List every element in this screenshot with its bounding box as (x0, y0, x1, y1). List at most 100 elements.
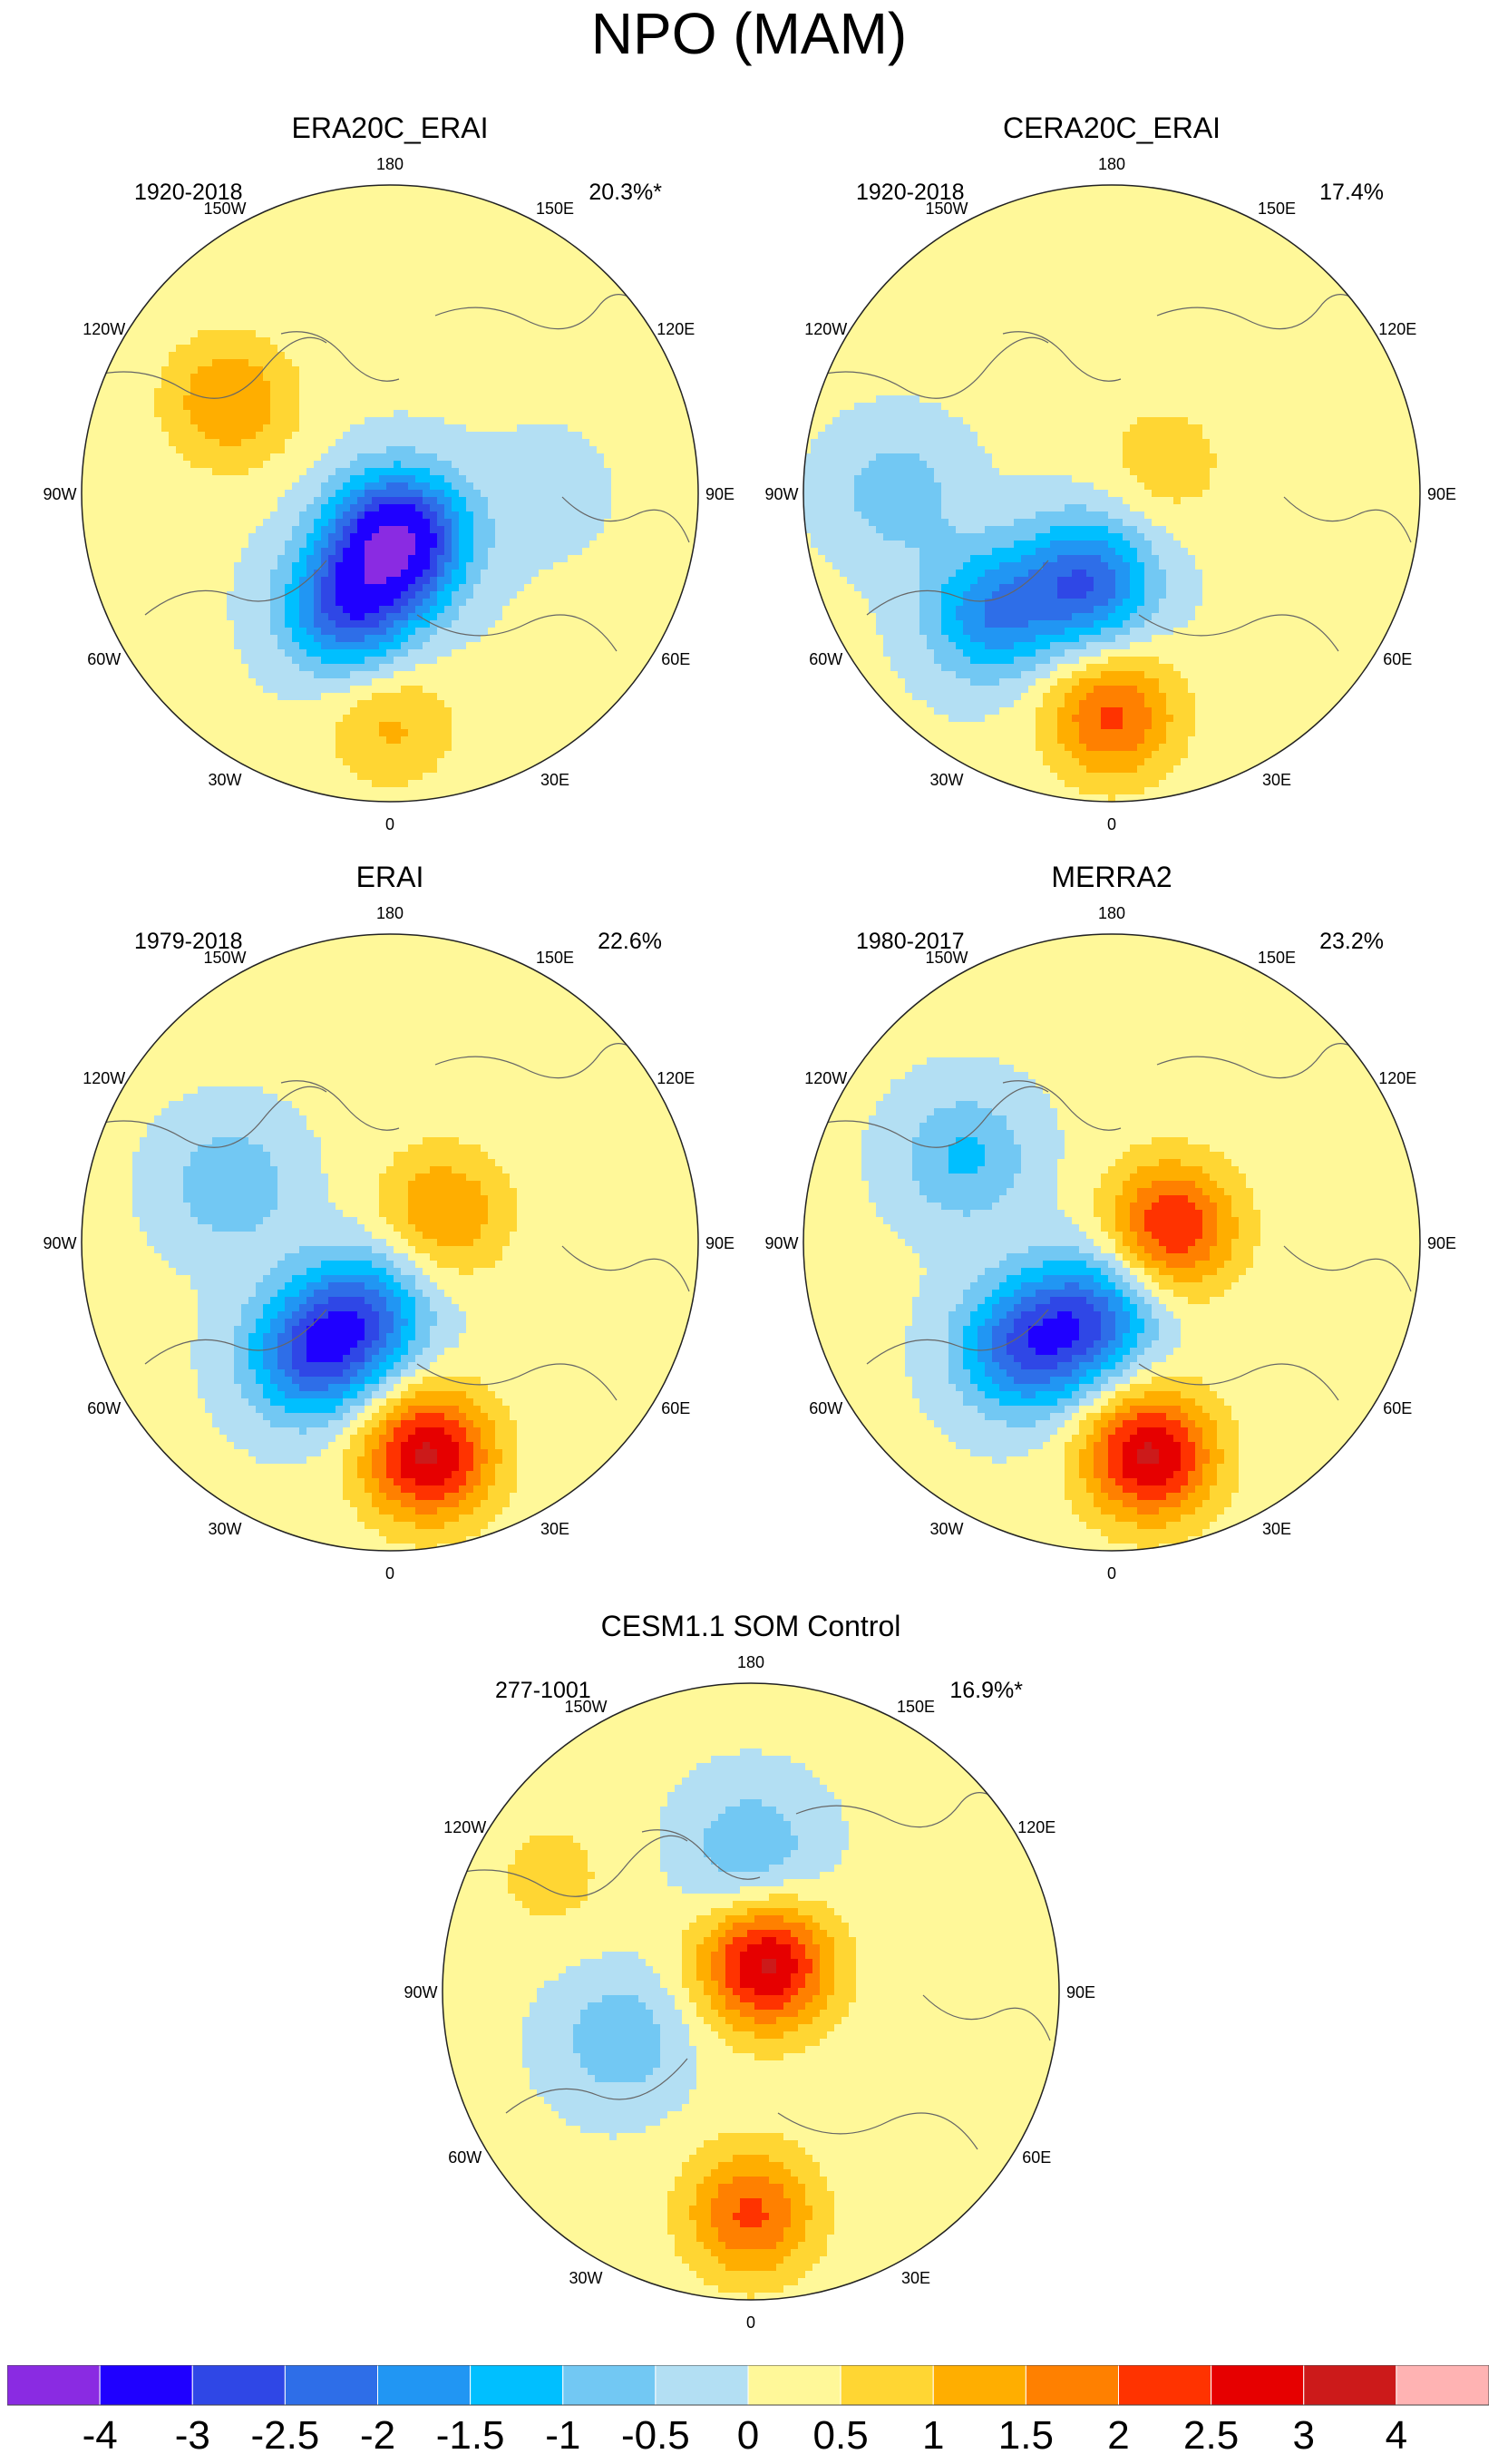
field-cell (169, 345, 177, 353)
field-cell (154, 482, 162, 491)
field-cell (270, 584, 278, 592)
field-cell (394, 577, 402, 585)
field-cell (350, 337, 358, 346)
field-cell (372, 221, 380, 229)
field-cell (270, 599, 278, 607)
field-cell (372, 461, 380, 469)
field-cell (321, 482, 329, 491)
field-cell (640, 519, 648, 527)
field-cell (219, 374, 228, 382)
field-cell (408, 599, 416, 607)
field-cell (365, 432, 373, 440)
field-cell (408, 461, 416, 469)
field-cell (372, 424, 380, 433)
field-cell (604, 279, 612, 287)
field-cell (684, 519, 692, 527)
field-cell (169, 432, 177, 440)
field-cell (176, 628, 184, 636)
field-cell (306, 504, 315, 512)
field-cell (611, 308, 619, 317)
field-cell (408, 330, 416, 338)
field-cell (531, 555, 540, 563)
field-cell (183, 482, 191, 491)
field-cell (647, 395, 656, 404)
field-cell (640, 374, 648, 382)
field-cell (430, 272, 438, 280)
field-cell (611, 548, 619, 556)
field-cell (423, 258, 431, 266)
field-cell (473, 424, 482, 433)
field-cell (662, 446, 670, 454)
field-cell (408, 541, 416, 549)
field-cell (684, 446, 692, 454)
field-cell (270, 628, 278, 636)
field-cell (640, 613, 648, 621)
field-cell (386, 345, 394, 353)
field-cell (495, 541, 503, 549)
field-cell (510, 345, 518, 353)
field-cell (372, 628, 380, 636)
field-cell (314, 424, 322, 433)
field-cell (466, 214, 474, 222)
field-cell (357, 461, 365, 469)
field-cell (553, 468, 561, 476)
field-cell (314, 599, 322, 607)
field-cell (234, 591, 242, 599)
field-cell (183, 265, 191, 273)
field-cell (96, 570, 104, 578)
field-cell (444, 649, 452, 657)
field-cell (647, 642, 656, 650)
field-cell (626, 490, 634, 498)
field-cell (379, 287, 387, 295)
field-cell (473, 577, 482, 585)
field-cell (176, 403, 184, 411)
field-cell (669, 577, 677, 585)
field-cell (176, 359, 184, 367)
field-cell (546, 548, 554, 556)
field-cell (277, 424, 286, 433)
field-cell (568, 359, 576, 367)
field-cell (473, 548, 482, 556)
field-cell (277, 432, 286, 440)
field-cell (365, 272, 373, 280)
field-cell (444, 548, 452, 556)
field-cell (437, 221, 445, 229)
field-cell (241, 337, 249, 346)
field-cell (205, 606, 213, 614)
field-cell (314, 221, 322, 229)
field-cell (372, 330, 380, 338)
field-cell (379, 250, 387, 258)
field-cell (481, 461, 489, 469)
field-cell (647, 541, 656, 549)
field-cell (488, 468, 496, 476)
field-cell (386, 214, 394, 222)
field-cell (524, 664, 532, 672)
field-cell (531, 243, 540, 251)
field-cell (597, 359, 605, 367)
field-cell (190, 570, 199, 578)
field-cell (626, 497, 634, 505)
field-cell (234, 236, 242, 244)
field-cell (618, 664, 627, 672)
field-cell (459, 185, 467, 193)
field-cell (423, 207, 431, 215)
field-cell (132, 468, 141, 476)
field-cell (553, 439, 561, 447)
field-cell (125, 366, 133, 375)
field-cell (343, 649, 351, 657)
field-cell (546, 403, 554, 411)
field-cell (190, 482, 199, 491)
field-cell (524, 236, 532, 244)
field-cell (256, 287, 264, 295)
field-cell (328, 599, 336, 607)
field-cell (299, 519, 307, 527)
field-cell (495, 482, 503, 491)
field-cell (299, 221, 307, 229)
field-cell (299, 497, 307, 505)
field-cell (314, 635, 322, 643)
field-cell (234, 461, 242, 469)
field-cell (531, 323, 540, 331)
field-cell (415, 591, 423, 599)
field-cell (212, 541, 220, 549)
field-cell (357, 250, 365, 258)
